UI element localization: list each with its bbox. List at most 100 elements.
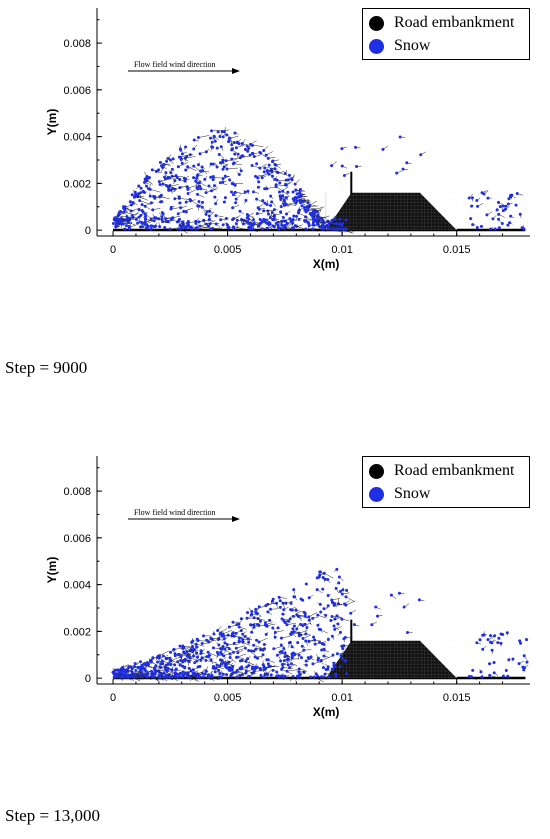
snow-particle [220, 652, 224, 656]
x-axis-label: X(m) [313, 257, 340, 271]
snow-particle [173, 654, 177, 658]
snow-velocity-vector [265, 602, 276, 606]
snow-particle [202, 634, 206, 638]
snow-particle [176, 675, 180, 679]
snow-particle [178, 644, 182, 648]
snow-particle [233, 190, 237, 194]
snow-particle [299, 597, 303, 601]
y-tick-label: 0 [85, 225, 91, 237]
snow-particle [345, 588, 349, 592]
snow-particle [216, 652, 220, 656]
snow-particle [231, 162, 235, 166]
snow-particle [298, 672, 302, 676]
snow-particle [284, 203, 288, 207]
snow-particle [300, 204, 304, 208]
snow-particle [255, 612, 259, 616]
snow-particle [197, 200, 201, 204]
snow-particle [263, 187, 267, 191]
snow-particle [508, 221, 512, 225]
x-tick-label: 0.005 [214, 692, 242, 704]
snow-particle [152, 194, 156, 198]
snow-particle [259, 673, 263, 677]
snow-particle [205, 638, 209, 642]
snow-particle [256, 622, 260, 626]
snow-particle [256, 656, 260, 660]
snow-particle [335, 567, 339, 571]
snow-particle [318, 640, 322, 644]
snow-particle [201, 169, 205, 173]
snow-particle [218, 181, 222, 185]
snow-particle [270, 210, 274, 214]
snow-particle [304, 227, 308, 231]
snow-velocity-vector [154, 676, 165, 681]
snow-particle [207, 184, 211, 188]
snow-particle [131, 675, 135, 679]
snow-particle [298, 198, 302, 202]
snow-particle [269, 673, 273, 677]
snow-particle [307, 596, 311, 600]
snow-particle [287, 173, 291, 177]
snow-particle [262, 675, 266, 679]
snow-velocity-vector [205, 660, 217, 664]
x-tick-label: 0.01 [331, 244, 352, 256]
snow-particle [263, 647, 267, 651]
snow-particle [294, 608, 298, 612]
snow-velocity-vector [152, 169, 162, 174]
snow-particle [179, 654, 183, 658]
snow-particle [318, 602, 322, 606]
snow-particle [253, 655, 257, 659]
snow-particle [281, 215, 285, 219]
snow-velocity-vector [239, 640, 251, 646]
snow-particle [263, 621, 267, 625]
snow-velocity-vector [235, 192, 245, 194]
snow-particle [191, 671, 195, 675]
snow-velocity-vector [114, 212, 124, 219]
x-tick-label: 0.015 [443, 692, 471, 704]
snow-velocity-vector [206, 220, 216, 225]
snow-particle [296, 641, 300, 645]
particle-plot: 0 0.005 0.01 0.015 0 0.002 0.004 0.006 0.008 X(m)… [45, 456, 530, 719]
snow-particle [204, 669, 208, 673]
snow-particle [492, 671, 496, 675]
snow-particle [128, 665, 132, 669]
snow-particle [321, 218, 325, 222]
snow-particle [166, 666, 170, 670]
snow-particle [291, 614, 295, 618]
snow-particle [179, 658, 183, 662]
snow-particle [179, 157, 183, 161]
snow-velocity-vector [169, 656, 180, 662]
snow-particle [144, 669, 148, 673]
snow-particle [272, 647, 276, 651]
snow-particle [278, 675, 282, 679]
snow-particle [133, 662, 137, 666]
snow-particle [255, 162, 259, 166]
snow-particle [236, 651, 240, 655]
snow-particle [257, 207, 261, 211]
snow-particle [506, 674, 510, 678]
snow-particle [299, 656, 303, 660]
snow-particle [501, 674, 505, 678]
snow-velocity-vector [330, 618, 340, 621]
snow-particle [234, 201, 238, 205]
snow-particle [323, 672, 327, 676]
snow-particle [254, 607, 258, 611]
snow-particle [305, 205, 309, 209]
snow-particle [475, 225, 479, 229]
snow-particle [519, 641, 523, 645]
snow-particle [297, 667, 301, 671]
snow-particle [304, 639, 308, 643]
snow-velocity-vector [258, 637, 268, 643]
snow-particle [159, 662, 163, 666]
snow-particle [327, 675, 331, 679]
snow-particle [307, 657, 311, 661]
snow-particle [214, 222, 218, 226]
snow-particle [120, 671, 124, 675]
snow-particle [271, 159, 275, 163]
snow-particle [311, 662, 315, 666]
y-tick-label: 0.004 [63, 580, 91, 592]
snow-particle [158, 225, 162, 229]
snow-particle [237, 141, 241, 145]
snow-particle [272, 225, 276, 229]
snow-particle [313, 217, 317, 221]
snow-particle [209, 162, 213, 166]
